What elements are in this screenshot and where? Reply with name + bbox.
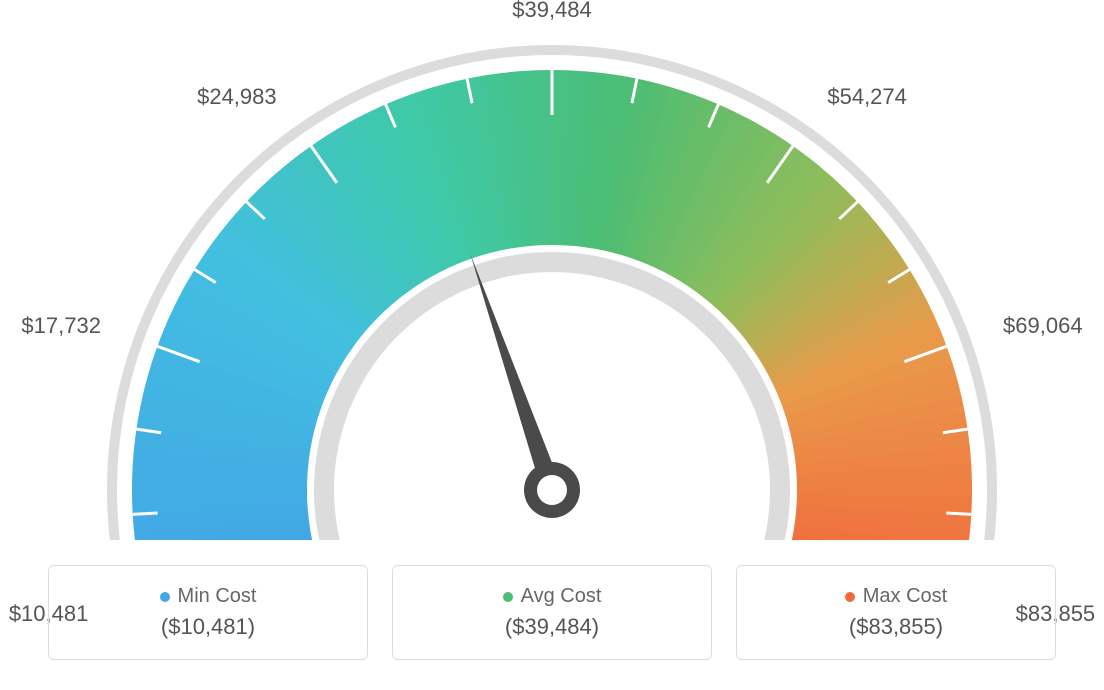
- dot-max: [845, 592, 855, 602]
- gauge-tick-label: $69,064: [1003, 313, 1083, 339]
- summary-title-max: Max Cost: [845, 585, 947, 608]
- gauge-tick-label: $17,732: [21, 313, 101, 339]
- summary-box-min: Min Cost ($10,481): [48, 565, 368, 660]
- dot-min: [160, 592, 170, 602]
- summary-box-max: Max Cost ($83,855): [736, 565, 1056, 660]
- gauge-tick-label: $39,484: [512, 0, 592, 23]
- summary-box-avg: Avg Cost ($39,484): [392, 565, 712, 660]
- summary-title-avg: Avg Cost: [503, 585, 602, 608]
- gauge-tick-label: $54,274: [827, 84, 907, 110]
- summary-row: Min Cost ($10,481) Avg Cost ($39,484) Ma…: [0, 565, 1104, 660]
- summary-value-min: ($10,481): [161, 614, 255, 640]
- gauge-chart: $10,481$17,732$24,983$39,484$54,274$69,0…: [0, 0, 1104, 540]
- summary-value-max: ($83,855): [849, 614, 943, 640]
- gauge-tick-label: $24,983: [197, 84, 277, 110]
- summary-label-avg: Avg Cost: [521, 585, 602, 608]
- summary-title-min: Min Cost: [160, 585, 257, 608]
- summary-value-avg: ($39,484): [505, 614, 599, 640]
- gauge-svg: [0, 0, 1104, 540]
- dot-avg: [503, 592, 513, 602]
- summary-label-min: Min Cost: [178, 585, 257, 608]
- summary-label-max: Max Cost: [863, 585, 947, 608]
